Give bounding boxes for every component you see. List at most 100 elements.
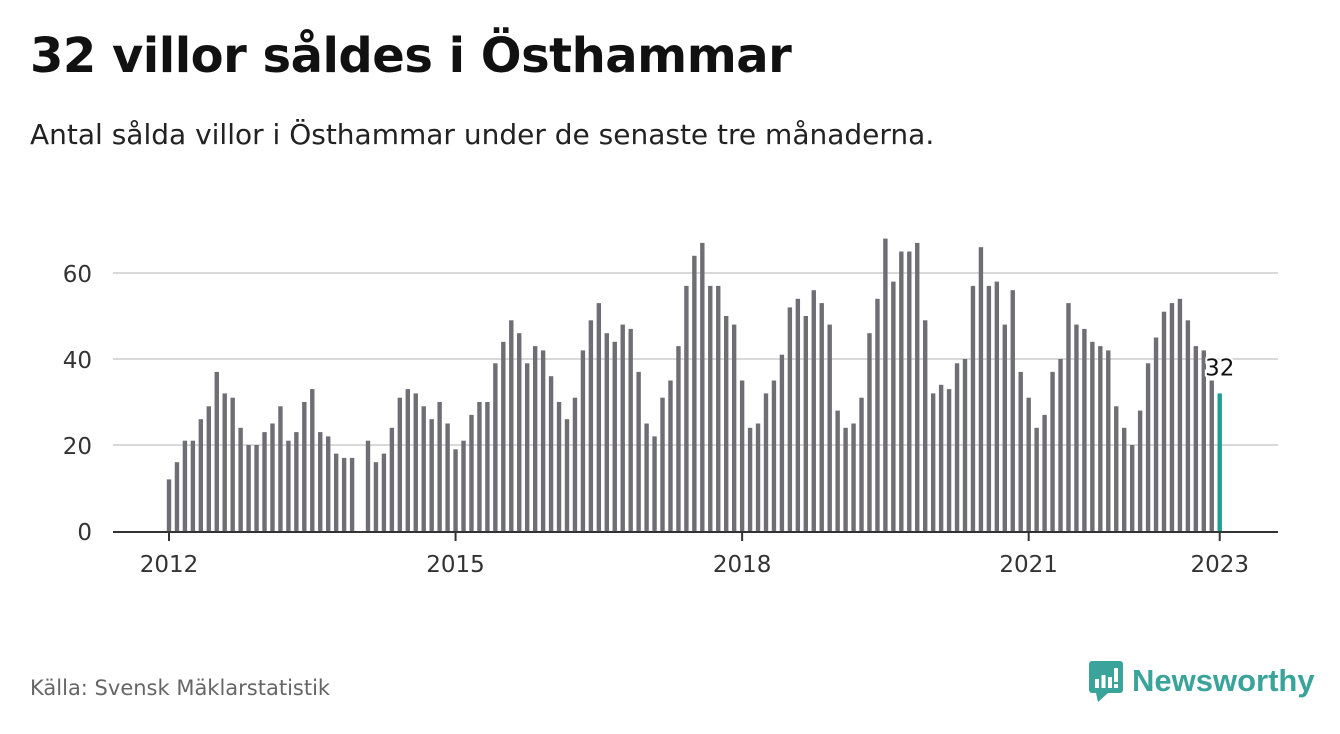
bar (294, 432, 299, 531)
bar (803, 316, 808, 531)
bar (445, 423, 450, 531)
bar (286, 440, 291, 531)
bar (254, 445, 259, 531)
y-tick-label: 0 (77, 520, 92, 546)
bar (1074, 324, 1079, 531)
bar (700, 242, 705, 531)
axes (113, 531, 1278, 541)
bar (556, 402, 562, 531)
bar (1082, 328, 1087, 531)
bar (716, 285, 721, 531)
chart-title: 32 villor såldes i Östhammar (30, 28, 792, 84)
bar (270, 423, 275, 531)
bars (166, 238, 1222, 532)
bar (930, 393, 936, 531)
bar (1042, 414, 1047, 531)
x-tick-label: 2012 (140, 552, 199, 578)
bar (1018, 371, 1023, 531)
bar (724, 316, 729, 531)
bar (660, 397, 665, 531)
bar (166, 479, 172, 531)
bar (532, 346, 538, 531)
brand-logo: Newsworthy (1088, 660, 1315, 702)
bar (477, 402, 482, 531)
bar (851, 423, 856, 531)
bar (588, 320, 594, 531)
bar (246, 445, 251, 531)
bar (676, 346, 681, 531)
y-tick-label: 60 (63, 262, 92, 288)
bar (1153, 337, 1159, 531)
bar (946, 389, 952, 531)
bar (1098, 346, 1103, 531)
bar (978, 247, 984, 531)
bar (915, 242, 920, 531)
brand-name: Newsworthy (1132, 663, 1315, 698)
bar (970, 285, 976, 531)
bar (1185, 320, 1191, 531)
bar (1058, 359, 1063, 531)
bar (326, 436, 331, 531)
source-note: Källa: Svensk Mäklarstatistik (30, 676, 331, 700)
bar (1066, 303, 1071, 531)
bar (1129, 445, 1135, 531)
bar (1145, 363, 1151, 531)
bar (548, 376, 554, 531)
bar (684, 285, 689, 531)
y-tick-label: 40 (63, 348, 92, 374)
x-tick-label: 2018 (713, 552, 772, 578)
bar (954, 363, 960, 531)
bar (827, 324, 832, 531)
bar (174, 462, 180, 531)
bar (811, 290, 816, 531)
bar (819, 303, 824, 531)
bar (318, 432, 323, 531)
bar (907, 251, 912, 531)
bar (214, 371, 219, 531)
bar (525, 363, 530, 531)
bar (859, 397, 864, 531)
bar (389, 427, 395, 531)
bar (238, 427, 243, 531)
x-tick-label: 2015 (426, 552, 485, 578)
bar (692, 255, 697, 532)
bar (206, 406, 211, 531)
bar (883, 238, 888, 531)
bar (644, 423, 649, 531)
bar (349, 457, 355, 531)
bar (381, 453, 387, 531)
bar (891, 281, 896, 531)
bar (262, 432, 267, 531)
bar (198, 419, 204, 531)
bar (620, 324, 625, 531)
bar (413, 393, 418, 531)
bar (1177, 298, 1183, 531)
bar (572, 397, 578, 531)
bar (923, 320, 928, 531)
bar (421, 406, 426, 531)
bar (843, 427, 848, 531)
bar (1122, 427, 1127, 531)
labels: 0 20 40 60 2012 2015 2018 2021 2023 32 (63, 262, 1249, 578)
bar (612, 341, 617, 531)
bar (771, 380, 777, 531)
bar (405, 389, 410, 531)
bar (835, 410, 840, 531)
bar (310, 389, 315, 531)
bar (230, 397, 235, 531)
bar (485, 402, 490, 531)
bar (365, 440, 371, 531)
bar (501, 341, 506, 531)
bar (604, 333, 609, 531)
bar (540, 350, 546, 531)
bar (899, 251, 904, 531)
bar-highlight (1217, 393, 1222, 531)
highlight-value-label: 32 (1205, 355, 1234, 381)
bar (1106, 350, 1111, 531)
bar (763, 393, 769, 531)
bar (1161, 311, 1167, 531)
bar (437, 402, 442, 531)
bar (373, 462, 379, 531)
newsworthy-icon (1089, 661, 1123, 702)
